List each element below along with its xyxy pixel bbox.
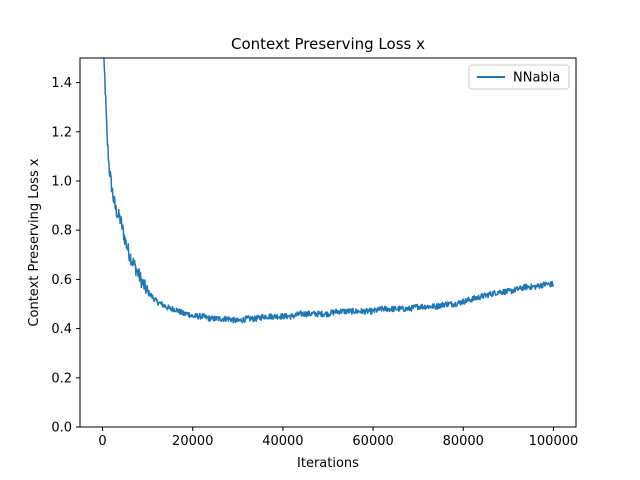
x-axis-label: Iterations	[297, 456, 359, 471]
legend: NNabla	[468, 64, 570, 90]
chart-title: Context Preserving Loss x	[231, 35, 425, 53]
plot-frame	[79, 57, 577, 428]
y-tick-label: 0.0	[51, 421, 72, 436]
y-axis-label: Context Preserving Loss x	[27, 158, 42, 326]
y-tick-label: 0.6	[51, 273, 72, 288]
x-tick-label: 60000	[352, 434, 393, 449]
y-tick-label: 0.2	[51, 371, 72, 386]
x-tick-label: 20000	[172, 434, 213, 449]
y-tick-label: 0.8	[51, 224, 72, 239]
legend-box	[468, 64, 570, 90]
plot-layer: 0 20000 40000 60000 80000 100000 0.0 0.2 0.4 0.6 0…	[51, 57, 579, 449]
y-tick-label: 1.4	[51, 76, 72, 91]
x-tick-label: 100000	[529, 434, 579, 449]
series-line-nnabla	[103, 58, 555, 324]
y-tick-label: 1.0	[51, 175, 72, 190]
x-tick-label: 80000	[443, 434, 484, 449]
y-tick-label: 0.4	[51, 322, 72, 337]
x-tick-label: 40000	[262, 434, 303, 449]
y-tick-label: 1.2	[51, 125, 72, 140]
legend-label: NNabla	[513, 71, 560, 86]
x-tick-label: 0	[98, 434, 106, 449]
